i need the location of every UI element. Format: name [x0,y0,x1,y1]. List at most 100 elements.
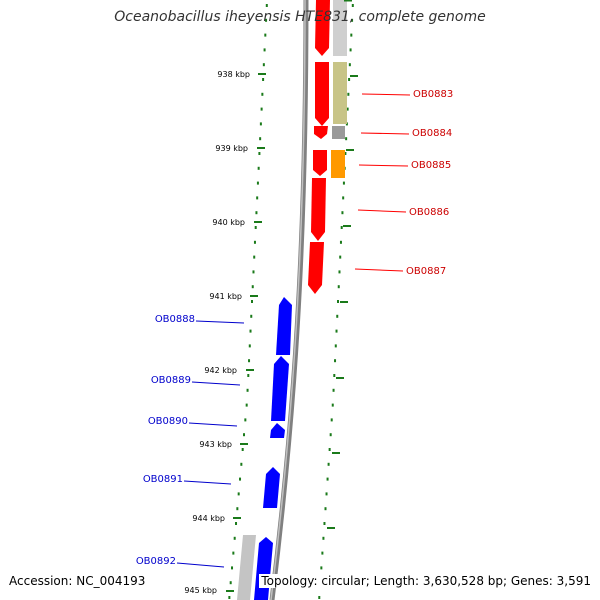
scale-dot [252,270,255,274]
scale-dot [325,492,328,496]
scale-ticks: 938 kbp 939 kbp 940 kbp 941 kbp 942 kbp … [184,0,358,595]
scale-dot [261,92,264,96]
tick-label: 940 kbp [212,218,245,227]
scale-dot [248,344,251,348]
scale-dot [233,536,236,540]
scale-dot [351,18,354,22]
scale-dot [346,107,349,111]
scale-dot [337,300,339,303]
scale-dot [344,152,347,155]
gene-label-ob0889[interactable]: OB0889 [151,375,191,386]
gene-arrow [315,0,330,56]
gene-label-ob0884[interactable]: OB0884 [412,128,452,139]
scale-dot [253,255,256,259]
scale-dot [251,285,254,289]
scale-dot [232,551,235,555]
scale-dot [260,107,263,111]
scale-dot [349,48,352,52]
scale-dot [254,226,257,229]
scale-dot [229,581,232,585]
scale-dot [320,566,323,570]
tick-label: 943 kbp [199,440,232,449]
scale-dot [249,329,252,333]
scale-dot [335,329,338,333]
topology-text: Topology: circular; Length: 3,630,528 bp… [259,574,593,588]
scale-dot [342,196,345,200]
scale-dot [326,477,329,481]
gene-label-ob0887[interactable]: OB0887 [406,266,446,277]
scale-dot [257,166,260,170]
scale-dot [265,4,268,7]
gene-arrow [276,297,292,355]
scale-dot [341,211,344,215]
scale-dot [259,137,262,141]
cog-band-reverse [237,535,256,600]
scale-dot [321,551,324,555]
gene-arrow [308,242,324,294]
scale-dot [239,477,242,481]
gene-arrow [315,62,329,126]
scale-dot [262,78,265,81]
scale-dot [350,33,353,37]
scale-dot [235,522,238,525]
gene-arrow [270,423,285,438]
tick-label: 941 kbp [209,292,242,301]
scale-dot [327,462,330,466]
gene-label-ob0890[interactable]: OB0890 [148,416,188,427]
tick-label: 938 kbp [217,70,250,79]
scale-dot [263,48,266,52]
scale-dot [334,344,337,348]
scale-dot [243,433,246,437]
scale-dot [334,359,337,363]
scale-dot [247,374,250,377]
scale-dot [256,181,259,185]
forward-genes [308,0,330,294]
scale-dot [258,152,261,155]
scale-dot [244,418,247,422]
scale-dot [339,255,342,259]
gene-label-ob0891[interactable]: OB0891 [143,474,183,485]
scale-dot [324,507,327,511]
scale-dot [351,4,354,7]
gene-label-ob0886[interactable]: OB0886 [409,207,449,218]
scale-dot [322,536,325,540]
scale-dot [330,418,333,422]
cog-band-forward [331,0,347,178]
gene-label-ob0888[interactable]: OB0888 [155,314,195,325]
scale-dot [240,462,243,466]
scale-dot [332,388,335,392]
scale-dot [256,196,259,200]
gene-label-ob0885[interactable]: OB0885 [411,160,451,171]
scale-dot [250,314,253,318]
scale-dot [336,314,339,318]
gene-arrow [311,178,326,241]
scale-dot [265,18,268,22]
scale-dots-left [228,4,268,599]
scale-dot [347,92,350,96]
tick-label: 942 kbp [204,366,237,375]
tick-label: 945 kbp [184,586,217,595]
genome-backbone [269,0,309,600]
scale-dot [259,122,262,126]
gene-arrow [314,126,328,139]
reverse-genes [254,297,292,600]
gene-label-ob0883[interactable]: OB0883 [413,89,453,100]
scale-dot [245,403,248,407]
scale-dot [340,226,343,229]
scale-dot [262,63,265,67]
scale-dot [237,492,240,496]
scale-dot [318,596,321,599]
tick-label: 944 kbp [192,514,225,523]
scale-dot [342,181,345,185]
genome-title: Oceanobacillus iheyensis HTE831, complet… [114,9,486,25]
forward-gene-labels: OB0883 OB0884 OB0885 OB0886 OB0887 [354,89,453,277]
reverse-gene-labels: OB0888 OB0889 OB0890 OB0891 OB0892 [136,314,245,568]
scale-dot [241,448,244,451]
gene-label-ob0892[interactable]: OB0892 [136,556,176,567]
scale-dot [236,507,239,511]
gene-arrow [263,467,280,508]
scale-dot [253,240,256,244]
scale-dot [348,78,351,81]
scale-dot [248,359,251,363]
scale-dot [338,270,341,274]
